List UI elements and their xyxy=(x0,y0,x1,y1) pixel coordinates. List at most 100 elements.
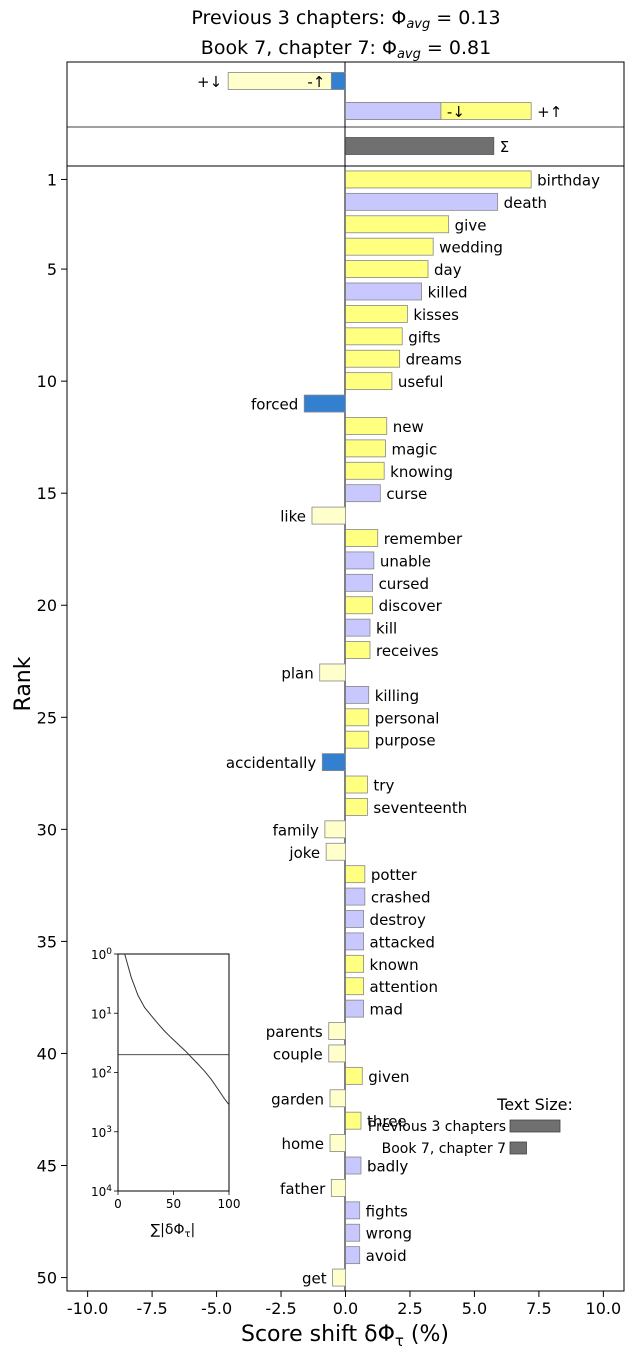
word-label-plan: plan xyxy=(281,664,313,682)
summary-bar-pos_down xyxy=(345,102,442,120)
text-size-bar xyxy=(509,1119,561,1133)
word-label-personal: personal xyxy=(375,709,440,727)
word-label-badly: badly xyxy=(367,1158,408,1176)
chart-title-line2: Book 7, chapter 7: Φavg = 0.81 xyxy=(201,37,491,62)
word-bar-mad xyxy=(345,999,364,1018)
y-tick-label: 20 xyxy=(37,596,57,615)
inset-y-tick-label: 104 xyxy=(91,1184,112,1199)
word-bar-purpose xyxy=(345,730,370,749)
word-bar-crashed xyxy=(345,887,366,906)
summary-label-pos_down: -↓ xyxy=(447,103,465,121)
y-tick-label: 5 xyxy=(47,260,57,279)
word-label-fights: fights xyxy=(366,1202,408,1220)
word-bar-attention xyxy=(345,977,364,996)
word-bar-attacked xyxy=(345,932,364,951)
word-label-dreams: dreams xyxy=(406,351,462,369)
word-bar-destroy xyxy=(345,910,364,928)
word-bar-discover xyxy=(345,596,373,615)
word-label-known: known xyxy=(370,956,419,974)
word-bar-family xyxy=(324,820,346,839)
word-label-accidentally: accidentally xyxy=(226,754,317,772)
word-label-forced: forced xyxy=(251,396,298,414)
word-bar-forced xyxy=(303,394,346,413)
word-label-destroy: destroy xyxy=(370,911,426,929)
text-size-label: Book 7, chapter 7 xyxy=(382,1141,506,1157)
word-bar-unable xyxy=(345,551,375,570)
main-panel: birthday death give wedding day killed kisses g… xyxy=(37,165,625,1318)
word-label-crashed: crashed xyxy=(371,889,431,907)
inset-y-tick-label: 102 xyxy=(91,1066,112,1081)
word-bar-kisses xyxy=(345,305,408,323)
word-label-purpose: purpose xyxy=(375,732,436,750)
word-label-like: like xyxy=(280,508,306,526)
word-label-seventeenth: seventeenth xyxy=(373,799,467,817)
summary-label-pos_up: +↑ xyxy=(537,103,562,121)
word-label-attention: attention xyxy=(370,978,438,996)
word-bar-like xyxy=(311,506,346,525)
summary-bar-total xyxy=(345,137,495,155)
word-label-death: death xyxy=(504,194,547,212)
word-bar-try xyxy=(345,775,368,794)
word-bar-give xyxy=(345,215,450,234)
text-size-legend-title: Text Size: xyxy=(496,1095,573,1114)
x-tick-label: 7.5 xyxy=(526,1299,551,1318)
word-bar-parents xyxy=(328,1022,346,1040)
y-tick-label: 50 xyxy=(37,1269,57,1288)
word-bar-garden xyxy=(329,1089,346,1108)
word-bar-remember xyxy=(345,529,379,547)
word-label-give: give xyxy=(455,216,487,234)
y-tick-label: 25 xyxy=(37,708,57,727)
x-tick-label: 5.0 xyxy=(462,1299,487,1318)
text-size-legend: Text Size: Previous 3 chapters Book 7, ch… xyxy=(368,1095,573,1157)
word-label-kisses: kisses xyxy=(413,306,459,324)
word-bar-knowing xyxy=(345,461,385,480)
x-tick-label: -10.0 xyxy=(67,1299,108,1318)
inset-y-tick-label: 103 xyxy=(91,1125,112,1140)
word-bar-wedding xyxy=(345,237,434,256)
word-label-killing: killing xyxy=(375,687,419,705)
word-bar-new xyxy=(345,417,388,435)
word-bar-magic xyxy=(345,439,386,458)
inset-x-tick-label: 50 xyxy=(166,1197,181,1211)
word-bar-accidentally xyxy=(321,753,346,772)
word-bar-get xyxy=(332,1268,346,1287)
word-label-curse: curse xyxy=(386,485,427,503)
word-bar-killed xyxy=(345,282,422,301)
word-label-birthday: birthday xyxy=(537,171,600,189)
text-size-label: Previous 3 chapters xyxy=(368,1119,506,1135)
word-label-family: family xyxy=(273,821,319,839)
x-tick-label: 0.0 xyxy=(333,1299,358,1318)
word-label-cursed: cursed xyxy=(379,575,430,593)
x-axis-label: Score shift δΦτ (%) xyxy=(241,1322,449,1350)
summary-bar-neg_up xyxy=(330,72,346,90)
word-bar-avoid xyxy=(345,1246,361,1265)
word-label-get: get xyxy=(302,1270,327,1288)
word-bar-home xyxy=(329,1134,346,1152)
text-size-bar xyxy=(509,1141,527,1155)
word-label-killed: killed xyxy=(428,283,468,301)
word-label-kill: kill xyxy=(376,620,397,638)
summary-panel: +↓ +↑ -↑ -↓ Σ xyxy=(66,61,625,167)
summary-bars: +↓ +↑ -↑ -↓ Σ xyxy=(197,72,562,156)
word-bar-potter xyxy=(345,865,366,884)
word-label-receives: receives xyxy=(376,642,439,660)
x-axis-ticks: -10.0 -7.5 -5.0 -2.5 0.0 2.5 5.0 7.5 10.0 xyxy=(67,1291,621,1318)
word-bar-seventeenth xyxy=(345,798,368,816)
word-bar-death xyxy=(345,192,499,211)
word-bar-joke xyxy=(325,842,346,861)
word-label-potter: potter xyxy=(371,866,418,884)
x-tick-label: 2.5 xyxy=(397,1299,422,1318)
word-label-day: day xyxy=(434,261,462,279)
word-label-mad: mad xyxy=(370,1001,403,1019)
word-label-wrong: wrong xyxy=(366,1225,412,1243)
chart-title-line1: Previous 3 chapters: Φavg = 0.13 xyxy=(191,7,500,32)
word-label-joke: joke xyxy=(288,844,320,862)
word-label-knowing: knowing xyxy=(390,463,453,481)
word-label-parents: parents xyxy=(266,1023,323,1041)
word-label-couple: couple xyxy=(273,1045,323,1063)
word-bar-killing xyxy=(345,685,370,704)
word-bar-birthday xyxy=(345,170,532,189)
word-label-try: try xyxy=(373,777,394,795)
word-label-remember: remember xyxy=(384,530,463,548)
